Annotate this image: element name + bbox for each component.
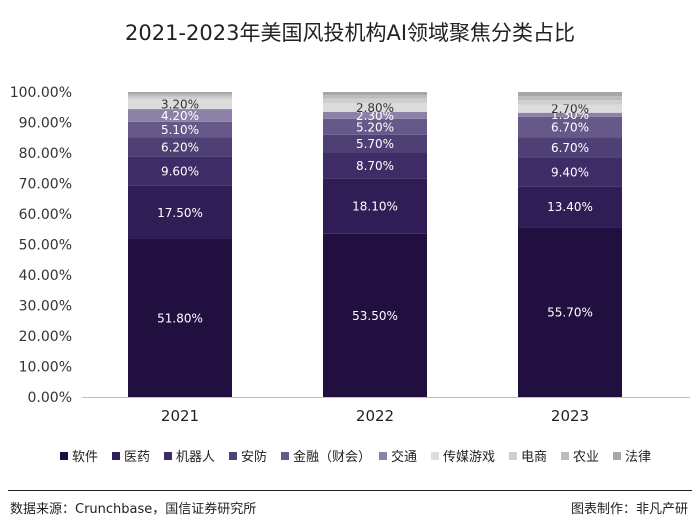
bar-segment bbox=[128, 121, 232, 138]
legend: 软件 医药 机器人 安防 金融（财会） 交通 传媒游戏 电商 农业 法律 bbox=[60, 449, 651, 465]
legend-swatch bbox=[229, 452, 237, 460]
data-label: 2.30% bbox=[356, 109, 394, 123]
data-label: 6.70% bbox=[551, 141, 589, 155]
legend-label: 传媒游戏 bbox=[443, 450, 495, 465]
data-label: 55.70% bbox=[547, 306, 593, 320]
legend-swatch bbox=[561, 452, 569, 460]
bar-segment bbox=[128, 94, 232, 97]
legend-label: 医药 bbox=[124, 450, 150, 465]
bar-segment bbox=[518, 227, 622, 397]
y-tick-label: 80.00% bbox=[19, 146, 72, 162]
legend-label: 电商 bbox=[521, 450, 547, 465]
bar-segment bbox=[323, 92, 427, 96]
data-label: 18.10% bbox=[352, 200, 398, 214]
y-tick-label: 10.00% bbox=[19, 360, 72, 376]
y-tick-label: 50.00% bbox=[19, 238, 72, 254]
bar-segment bbox=[518, 92, 622, 97]
bar-segment bbox=[518, 157, 622, 187]
data-label: 6.20% bbox=[161, 140, 199, 154]
legend-label: 法律 bbox=[625, 450, 651, 465]
bar-segment bbox=[128, 239, 232, 397]
bar-segment bbox=[323, 152, 427, 179]
bar-segment bbox=[323, 98, 427, 104]
y-axis: 0.00% 10.00% 20.00% 30.00% 40.00% 50.00% 60.00… bbox=[10, 85, 72, 406]
y-tick-label: 30.00% bbox=[19, 299, 72, 315]
footer: 数据来源：Crunchbase，国信证券研究所 图表制作：非凡产研 bbox=[0, 490, 700, 521]
bar-segment bbox=[323, 118, 427, 135]
y-tick-label: 0.00% bbox=[28, 390, 72, 406]
bar-segment bbox=[128, 96, 232, 100]
source-note: 数据来源：Crunchbase，国信证券研究所 bbox=[10, 502, 257, 517]
bar-segment bbox=[518, 112, 622, 117]
data-label: 4.20% bbox=[161, 109, 199, 123]
bar-segment bbox=[518, 104, 622, 113]
bar-segment bbox=[518, 137, 622, 158]
data-label: 8.70% bbox=[356, 159, 394, 173]
legend-label: 安防 bbox=[241, 449, 267, 465]
bar-segment bbox=[518, 186, 622, 228]
bar-segment bbox=[323, 95, 427, 99]
data-label: 2.80% bbox=[356, 101, 394, 115]
y-tick-label: 40.00% bbox=[19, 268, 72, 284]
legend-label: 农业 bbox=[573, 450, 599, 465]
bar-segment bbox=[518, 116, 622, 138]
bar-segment bbox=[128, 109, 232, 122]
legend-swatch bbox=[613, 452, 621, 460]
y-tick-label: 20.00% bbox=[19, 329, 72, 345]
legend-label: 软件 bbox=[72, 450, 98, 465]
bar-segment bbox=[323, 111, 427, 119]
legend-swatch bbox=[379, 452, 387, 460]
legend-label: 机器人 bbox=[176, 450, 215, 465]
legend-label: 交通 bbox=[391, 449, 417, 465]
legend-swatch bbox=[431, 452, 439, 460]
data-label: 5.10% bbox=[161, 123, 199, 137]
data-label: 13.40% bbox=[547, 200, 593, 214]
bar-segment bbox=[323, 233, 427, 397]
footer-divider bbox=[8, 490, 692, 491]
data-label: 17.50% bbox=[157, 206, 203, 220]
chart-title: 2021-2023年美国风投机构AI领域聚焦分类占比 bbox=[125, 21, 575, 45]
legend-swatch bbox=[509, 452, 517, 460]
legend-swatch bbox=[164, 452, 172, 460]
bars: 51.80% 17.50% 9.60% 6.20% 5.10%4.20%3.20% 53.… bbox=[128, 92, 622, 397]
bar-segment bbox=[323, 178, 427, 234]
bar-segment bbox=[128, 92, 232, 95]
x-tick-label: 2022 bbox=[356, 407, 394, 425]
x-axis: 2021 2022 2023 bbox=[82, 397, 690, 425]
bar-segment bbox=[518, 96, 622, 101]
legend-swatch bbox=[112, 452, 120, 460]
data-label: 9.40% bbox=[551, 165, 589, 179]
data-label: 2.70% bbox=[551, 102, 589, 116]
legend-swatch bbox=[281, 452, 289, 460]
y-tick-label: 100.00% bbox=[10, 85, 72, 101]
bar-segment bbox=[128, 156, 232, 186]
chart-credit: 图表制作：非凡产研 bbox=[570, 502, 688, 517]
bar-segment bbox=[518, 100, 622, 105]
y-tick-label: 70.00% bbox=[19, 177, 72, 193]
data-label: 6.70% bbox=[551, 120, 589, 134]
y-tick-label: 60.00% bbox=[19, 207, 72, 223]
bar-segment bbox=[128, 185, 232, 240]
bar-segment bbox=[323, 134, 427, 153]
x-tick-label: 2021 bbox=[161, 407, 199, 425]
data-label: 5.70% bbox=[356, 137, 394, 151]
y-tick-label: 90.00% bbox=[19, 116, 72, 132]
x-tick-label: 2023 bbox=[551, 407, 589, 425]
data-label: 9.60% bbox=[161, 164, 199, 178]
bar-segment bbox=[128, 99, 232, 110]
bar-segment bbox=[323, 103, 427, 112]
legend-label: 金融（财会） bbox=[293, 449, 371, 465]
stacked-bar-chart: 2021-2023年美国风投机构AI领域聚焦分类占比 0.00% 10.00% 20… bbox=[10, 21, 690, 465]
data-label: 51.80% bbox=[157, 312, 203, 326]
data-label: 5.20% bbox=[356, 120, 394, 134]
data-label: 53.50% bbox=[352, 309, 398, 323]
data-label: 3.20% bbox=[161, 98, 199, 112]
legend-swatch bbox=[60, 452, 68, 460]
bar-segment bbox=[128, 137, 232, 157]
